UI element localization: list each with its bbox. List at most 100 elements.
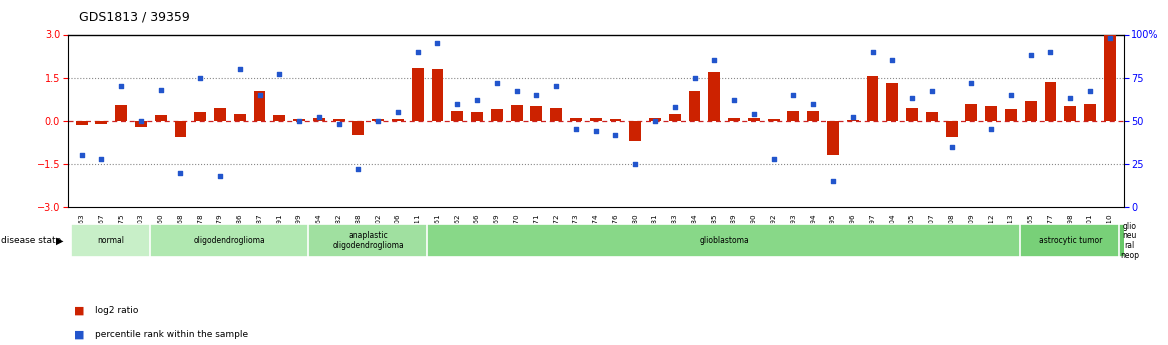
Point [686,75,704,80]
Point [923,89,941,94]
Point [982,127,1001,132]
Point [92,156,111,161]
Point [1061,96,1079,101]
Bar [273,115,285,121]
Bar [1084,104,1096,121]
Bar [887,83,898,121]
Point [250,92,269,98]
Point [1100,35,1119,41]
Bar [827,121,839,155]
Text: ▶: ▶ [56,236,63,246]
Bar [748,118,760,121]
Bar [867,76,878,121]
Point [843,115,862,120]
Point [725,97,744,103]
Bar [116,105,127,121]
Bar [1064,106,1076,121]
Point [72,152,91,158]
Point [646,118,665,124]
Point [429,40,447,46]
Bar [392,119,404,121]
Point [447,101,466,106]
Bar [293,119,305,121]
Bar [71,224,152,257]
Bar [76,121,88,125]
Point [290,118,308,124]
Point [626,161,645,167]
Bar [787,111,799,121]
Bar [412,68,424,121]
Bar [194,112,207,121]
Point [1002,92,1021,98]
Bar [728,118,741,121]
Point [566,127,585,132]
Point [270,71,288,77]
Bar [431,69,444,121]
Point [784,92,802,98]
Bar [1020,224,1120,257]
Point [1080,89,1099,94]
Point [1021,52,1040,58]
Point [863,49,882,55]
Text: glio
neu
ral
neop: glio neu ral neop [1120,221,1139,260]
Bar [649,118,661,121]
Point [230,66,249,72]
Point [744,111,763,117]
Bar [847,120,858,121]
Bar [353,121,364,135]
Point [547,83,565,89]
Bar [985,106,997,121]
Text: ■: ■ [74,330,84,339]
Point [132,118,151,124]
Text: percentile rank within the sample: percentile rank within the sample [95,330,248,339]
Bar [689,90,701,121]
Point [171,170,189,175]
Point [310,115,328,120]
Bar [333,119,345,121]
Bar [926,112,938,121]
Bar [807,111,819,121]
Bar [1044,82,1056,121]
Bar [669,114,681,121]
Bar [570,118,582,121]
Bar [154,115,167,121]
Bar [471,112,484,121]
Bar [313,118,325,121]
Bar [530,106,542,121]
Point [389,109,408,115]
Bar [590,118,602,121]
Point [369,118,388,124]
Bar [234,114,245,121]
Point [962,80,981,86]
Bar [1104,34,1115,121]
Bar [1024,101,1037,121]
Point [804,101,822,106]
Point [666,104,684,110]
Text: oligodendroglioma: oligodendroglioma [194,236,266,245]
Point [210,173,229,179]
Bar [610,119,621,121]
Point [586,128,605,134]
Text: glioblastoma: glioblastoma [700,236,749,245]
Bar [253,90,265,121]
Bar [630,121,641,141]
Text: GDS1813 / 39359: GDS1813 / 39359 [79,10,190,23]
Bar [426,224,1022,257]
Bar [491,109,502,121]
Point [467,97,486,103]
Point [823,178,842,184]
Bar [174,121,187,137]
Point [349,166,368,172]
Text: anaplastic
oligodendroglioma: anaplastic oligodendroglioma [333,231,404,250]
Point [943,144,961,149]
Text: normal: normal [98,236,125,245]
Point [152,87,171,92]
Text: disease state: disease state [1,236,62,245]
Bar [966,104,978,121]
Bar [906,108,918,121]
Point [764,156,783,161]
Point [903,96,922,101]
Bar [451,111,464,121]
Bar [1119,224,1140,257]
Bar [708,72,721,121]
